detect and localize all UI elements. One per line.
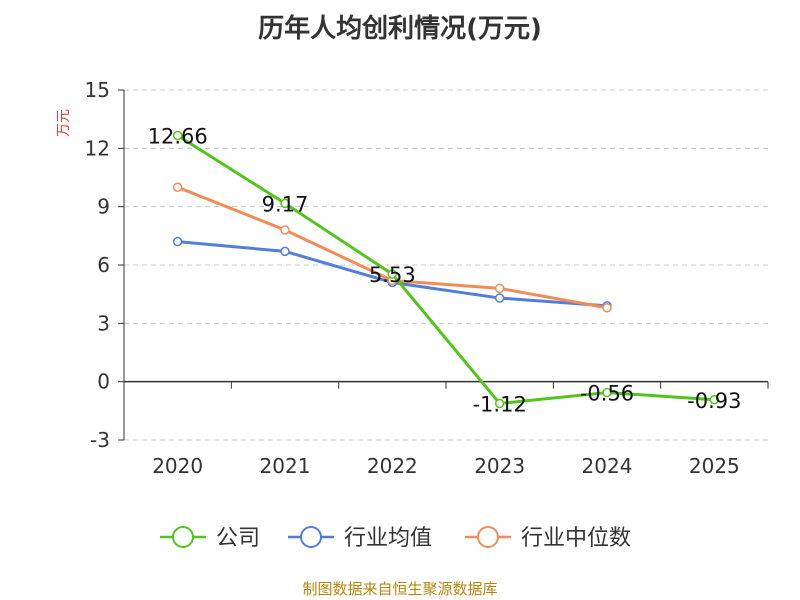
- data-point: [494, 293, 505, 303]
- x-tick-label: 2025: [689, 454, 740, 478]
- data-label: 12.66: [148, 125, 208, 149]
- data-point: [280, 198, 290, 209]
- data-point: [602, 303, 612, 313]
- x-tick-label: 2020: [152, 454, 203, 478]
- series-line-0: [176, 134, 715, 405]
- y-tick-labels: -3 0 3 6 9 12 15: [85, 78, 110, 452]
- y-tick-label: 9: [97, 195, 110, 219]
- legend-item-1[interactable]: 行业均值: [288, 526, 432, 551]
- data-point: [172, 236, 183, 247]
- data-point: [494, 398, 505, 409]
- legend-marker: [172, 526, 194, 548]
- chart-title: 历年人均创利情况(万元): [258, 14, 542, 44]
- x-tick-label: 2021: [260, 454, 311, 478]
- legend: 公司 行业均值 行业中位数: [160, 526, 631, 551]
- data-point: [494, 283, 505, 294]
- data-label: -0.93: [687, 389, 741, 413]
- legend-label: 行业中位数: [521, 526, 631, 551]
- legend-label: 行业均值: [344, 526, 432, 551]
- x-tick-label: 2022: [367, 454, 418, 478]
- legend-item-2[interactable]: 行业中位数: [465, 526, 631, 551]
- data-point: [172, 130, 183, 141]
- x-tick-label: 2024: [582, 454, 633, 478]
- data-label: -1.12: [472, 392, 526, 416]
- data-label: 5.53: [369, 263, 416, 287]
- y-tick-label: 6: [97, 253, 110, 277]
- y-axis-label: 万元: [56, 109, 72, 137]
- axes: [118, 89, 769, 441]
- y-tick-label: 15: [85, 78, 110, 102]
- y-tick-label: -3: [90, 428, 110, 452]
- source-footer: 制图数据来自恒生聚源数据库: [302, 580, 498, 598]
- legend-marker: [477, 526, 499, 548]
- data-point: [280, 246, 290, 257]
- data-point: [709, 395, 720, 405]
- y-tick-label: 3: [97, 311, 110, 335]
- y-tick-label: 12: [85, 136, 110, 160]
- x-tick-labels: 2020 2021 2022 2023 2024 2025: [152, 454, 740, 478]
- legend-marker: [300, 526, 322, 548]
- data-point: [387, 269, 398, 279]
- data-point: [172, 182, 183, 192]
- data-label: -0.56: [580, 382, 634, 406]
- x-tick-label: 2023: [474, 454, 525, 478]
- series-lines: [172, 130, 720, 409]
- y-tick-label: 0: [97, 370, 110, 394]
- data-labels: 12.66 9.17 5.53 -1.12 -0.56 -0.93: [148, 125, 742, 417]
- legend-item-0[interactable]: 公司: [160, 526, 260, 551]
- data-point: [280, 225, 290, 235]
- data-point: [602, 387, 612, 398]
- legend-label: 公司: [216, 526, 260, 551]
- data-label: 9.17: [262, 192, 309, 216]
